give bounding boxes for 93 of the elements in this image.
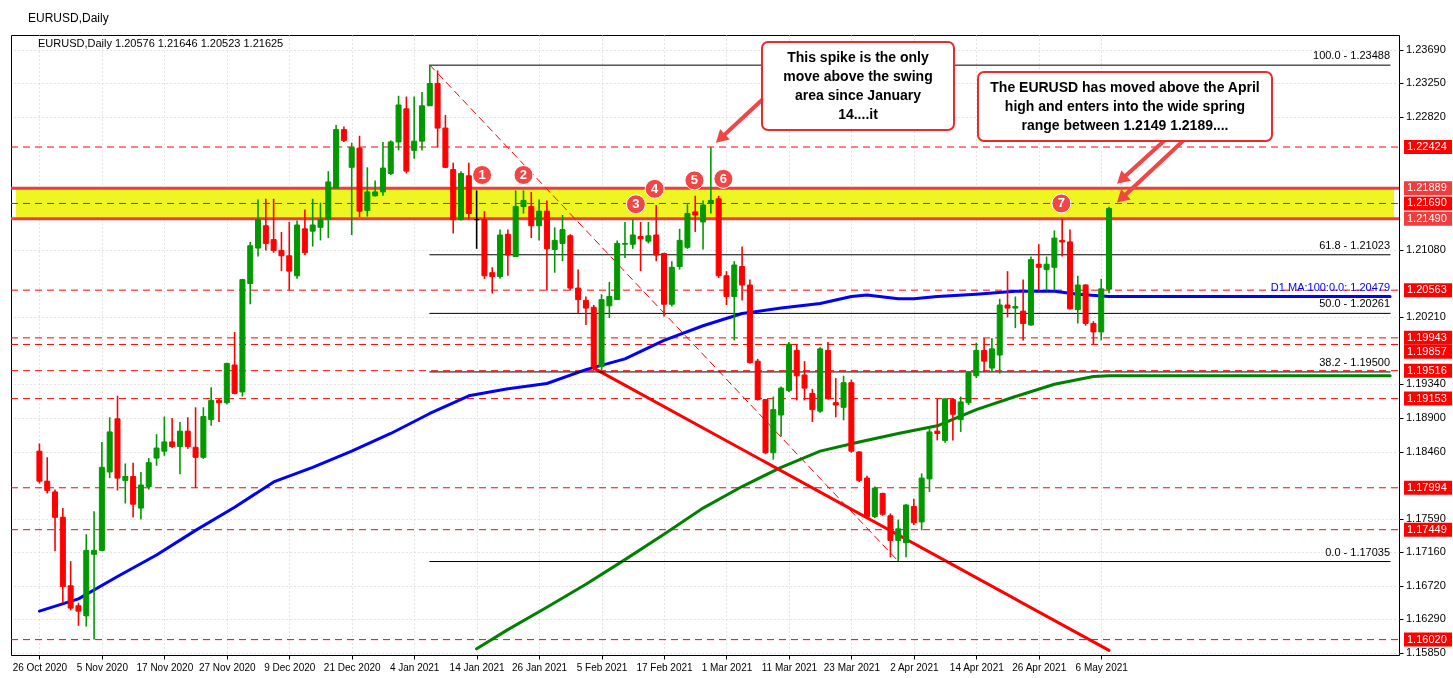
chart-title: EURUSD,Daily: [28, 11, 109, 25]
candlestick: [621, 221, 628, 259]
x-tick-label: 4 Jan 2021: [389, 661, 440, 673]
ref-line-label: 1.17994: [1407, 480, 1447, 493]
candlestick: [364, 166, 371, 218]
candlestick: [122, 462, 129, 505]
candlestick: [1012, 295, 1019, 329]
x-tick-label: 2 Apr 2021: [890, 661, 939, 673]
x-tick-label: 26 Jan 2021: [512, 661, 568, 673]
x-tick-label: 26 Apr 2021: [1012, 661, 1067, 673]
annotation: 5: [690, 172, 699, 188]
series-label: 38.2 - 1.19500: [1319, 355, 1391, 368]
annotation: 7: [1057, 195, 1066, 211]
candlestick: [700, 199, 707, 251]
x-tick-label: 5 Feb 2021: [576, 661, 628, 673]
x-tick-label: 6 May 2021: [1075, 661, 1129, 673]
y-tick-label: 1.23250: [1406, 76, 1446, 89]
x-tick-label: 11 Mar 2021: [761, 661, 818, 673]
candlestick: [637, 221, 644, 272]
x-tick-label: 17 Nov 2020: [136, 661, 194, 673]
annotation: 1: [478, 167, 486, 182]
series-label: D1 MA:100:0.0: 1.20479: [1270, 280, 1391, 293]
candlestick: [169, 417, 176, 449]
candlestick: [653, 204, 660, 262]
series-label: 0.0 - 1.17035: [1325, 545, 1391, 558]
candlestick: [1004, 270, 1011, 319]
line-series: [37, 289, 1392, 613]
x-tick-label: 23 Mar 2021: [823, 661, 881, 673]
candlestick: [379, 141, 386, 197]
x-tick-label: 26 Oct 2020: [12, 661, 68, 673]
candlestick: [582, 295, 589, 326]
series-label: 61.8 - 1.21023: [1319, 238, 1391, 251]
y-tick-label: 1.16290: [1406, 611, 1446, 624]
candlestick: [411, 95, 418, 160]
x-tick-label: 17 Feb 2021: [636, 661, 694, 673]
candlestick: [91, 510, 98, 641]
x-tick-label: 5 Nov 2020: [76, 661, 129, 673]
candlestick: [1059, 218, 1066, 258]
candlestick: [629, 218, 636, 250]
candlestick: [1035, 243, 1042, 292]
candlestick: [184, 416, 191, 450]
candlestick: [176, 421, 183, 476]
candlestick: [504, 228, 511, 277]
ref-line-label: 1.21490: [1407, 211, 1447, 224]
candlestick: [301, 208, 308, 256]
y-tick-label: 1.17160: [1406, 544, 1446, 557]
annotation: 2: [519, 167, 528, 182]
annotation: 4: [651, 180, 660, 196]
candlestick: [645, 221, 652, 245]
annotation: The EURUSD has moved above the April high and enters into the wide spring range between 1.2149 1.2189....: [990, 78, 1260, 133]
candlestick: [372, 179, 379, 198]
x-tick-label: 1 Mar 2021: [701, 661, 753, 673]
ref-line-label: 1.17449: [1407, 522, 1447, 535]
series-label: 100.0 - 1.23488: [1313, 49, 1391, 62]
annotation: 6: [719, 170, 727, 186]
y-tick-label: 1.19340: [1406, 377, 1446, 390]
candlestick: [145, 457, 152, 491]
y-tick-label: 1.21080: [1406, 243, 1446, 256]
candlestick: [895, 518, 902, 562]
candlestick: [426, 64, 433, 107]
y-tick-label: 1.16720: [1406, 578, 1446, 591]
ref-line-label: 1.22424: [1407, 140, 1447, 152]
y-tick-label: 1.17590: [1406, 511, 1446, 524]
candlestick: [536, 198, 543, 242]
candlestick: [137, 471, 144, 521]
candlestick: [707, 146, 714, 215]
ref-line-label: 1.16020: [1407, 632, 1447, 645]
candlestick: [910, 498, 917, 526]
x-tick-label: 14 Jan 2021: [449, 661, 506, 673]
x-tick-label: 21 Dec 2020: [323, 661, 381, 673]
ref-line-label: 1.21889: [1407, 181, 1447, 194]
y-tick-label: 1.20210: [1406, 310, 1446, 323]
y-tick-label: 1.23690: [1406, 42, 1446, 55]
candlestick: [348, 141, 355, 236]
ref-line-label: 1.21690: [1407, 196, 1447, 209]
ref-line-label: 1.19857: [1407, 344, 1447, 357]
candlestick: [988, 337, 995, 373]
x-tick-label: 9 Dec 2020: [264, 661, 316, 673]
line-series: [475, 374, 1392, 651]
ref-line-label: 1.19153: [1407, 391, 1447, 404]
ref-line-label: 1.20563: [1407, 283, 1447, 296]
ref-line-label: 1.19516: [1407, 363, 1447, 376]
annotation: 3: [632, 196, 640, 212]
series-label: 50.0 - 1.20261: [1319, 297, 1391, 310]
y-tick-label: 1.15850: [1406, 645, 1446, 658]
chart-subtitle: EURUSD,Daily 1.20576 1.21646 1.20523 1.21625: [38, 37, 284, 49]
y-tick-label: 1.18460: [1406, 444, 1446, 457]
x-tick-label: 14 Apr 2021: [949, 661, 1005, 673]
annotation: This spike is the only move above the swing area since January 14....it: [783, 48, 933, 122]
y-tick-label: 1.22820: [1406, 109, 1446, 122]
x-tick-label: 27 Nov 2020: [198, 661, 257, 673]
y-tick-label: 1.18900: [1406, 411, 1446, 424]
ref-line-label: 1.19943: [1407, 330, 1447, 343]
